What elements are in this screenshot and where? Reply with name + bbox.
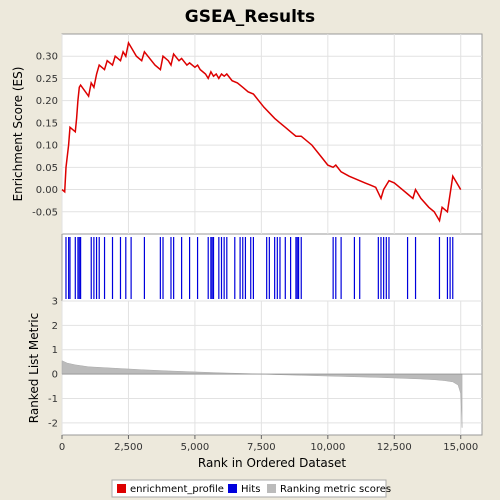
es-tick-label: -0.05	[32, 207, 58, 218]
es-panel	[61, 33, 483, 235]
es-tick-label: 0.15	[36, 118, 58, 129]
es-tick-label: 0.00	[36, 185, 58, 196]
es-grid	[61, 34, 482, 234]
metric-tick-label: 1	[52, 345, 58, 356]
hits-group	[65, 237, 454, 299]
metric-tick-label: -2	[48, 418, 58, 429]
es-axis-label: Enrichment Score (ES)	[11, 67, 25, 202]
ranked-metric-area	[61, 360, 482, 428]
legend: enrichment_profile Hits Ranking metric s…	[111, 479, 391, 498]
metric-tick-label: 3	[52, 297, 58, 308]
es-tick-label: 0.05	[36, 163, 58, 174]
x-tick-label: 7,500	[247, 442, 276, 453]
x-tick-label: 5,000	[181, 442, 210, 453]
metric-axis-label: Ranked List Metric	[27, 313, 41, 423]
enrichment-profile-group	[61, 40, 462, 223]
hits-panel	[61, 233, 483, 302]
metric-panel	[61, 300, 483, 436]
metric-tick-label: 2	[52, 321, 58, 332]
x-tick-label: 12,500	[377, 442, 412, 453]
legend-label-hits: Hits	[241, 484, 260, 495]
legend-swatch-enrichment	[117, 484, 126, 493]
legend-box	[111, 479, 387, 498]
metric-tick-label: 0	[52, 370, 58, 381]
legend-label-enrichment: enrichment_profile	[130, 484, 224, 495]
enrichment-profile-line	[61, 40, 462, 223]
es-tick-label: 0.20	[36, 96, 58, 107]
metric-tick-label: -1	[48, 394, 58, 405]
legend-swatch-ranking	[267, 484, 276, 493]
x-tick-label: 2,500	[114, 442, 143, 453]
es-tick-label: 0.25	[36, 74, 58, 85]
es-tick-label: 0.30	[36, 52, 58, 63]
legend-swatch-hits	[228, 484, 237, 493]
chart-title: GSEA_Results	[185, 7, 315, 27]
x-tick-label: 15,000	[443, 442, 478, 453]
tick-labels: -0.050.000.050.100.150.200.250.30-2-1012…	[32, 52, 478, 453]
x-tick-label: 0	[59, 442, 65, 453]
x-axis-label: Rank in Ordered Dataset	[198, 456, 346, 470]
x-tick-label: 10,000	[310, 442, 345, 453]
legend-label-ranking: Ranking metric scores	[280, 484, 391, 495]
es-tick-label: 0.10	[36, 141, 58, 152]
